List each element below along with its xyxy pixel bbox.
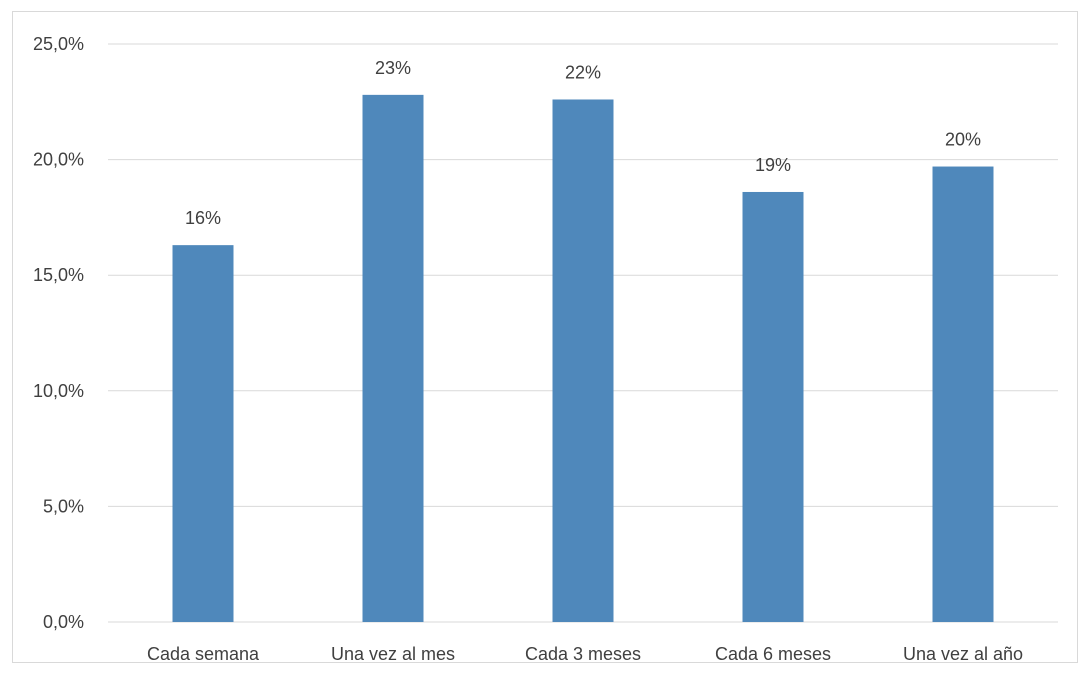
- data-label: 20%: [945, 130, 981, 150]
- category-label: Cada semana: [147, 644, 260, 664]
- bar: [932, 166, 994, 622]
- y-tick-label: 20,0%: [33, 150, 84, 170]
- category-label: Cada 6 meses: [715, 644, 831, 664]
- bar: [742, 191, 804, 622]
- bar: [172, 245, 234, 623]
- y-tick-label: 15,0%: [33, 265, 84, 285]
- bar: [362, 94, 424, 622]
- bar: [552, 99, 614, 623]
- y-axis-tick-labels: 0,0% 5,0% 10,0% 15,0% 20,0% 25,0%: [33, 34, 84, 632]
- category-label: Una vez al año: [903, 644, 1023, 664]
- data-label: 16%: [185, 208, 221, 228]
- y-tick-label: 5,0%: [43, 496, 84, 516]
- category-label: Cada 3 meses: [525, 644, 641, 664]
- data-label: 23%: [375, 58, 411, 78]
- data-label: 19%: [755, 155, 791, 175]
- y-tick-label: 0,0%: [43, 612, 84, 632]
- data-label: 22%: [565, 62, 601, 82]
- bars: [172, 94, 994, 623]
- data-labels: 16% 23% 22% 19% 20%: [185, 58, 981, 228]
- category-labels: Cada semana Una vez al mes Cada 3 meses Cad…: [147, 644, 1023, 664]
- y-tick-label: 10,0%: [33, 381, 84, 401]
- category-label: Una vez al mes: [331, 644, 455, 664]
- y-tick-label: 25,0%: [33, 34, 84, 54]
